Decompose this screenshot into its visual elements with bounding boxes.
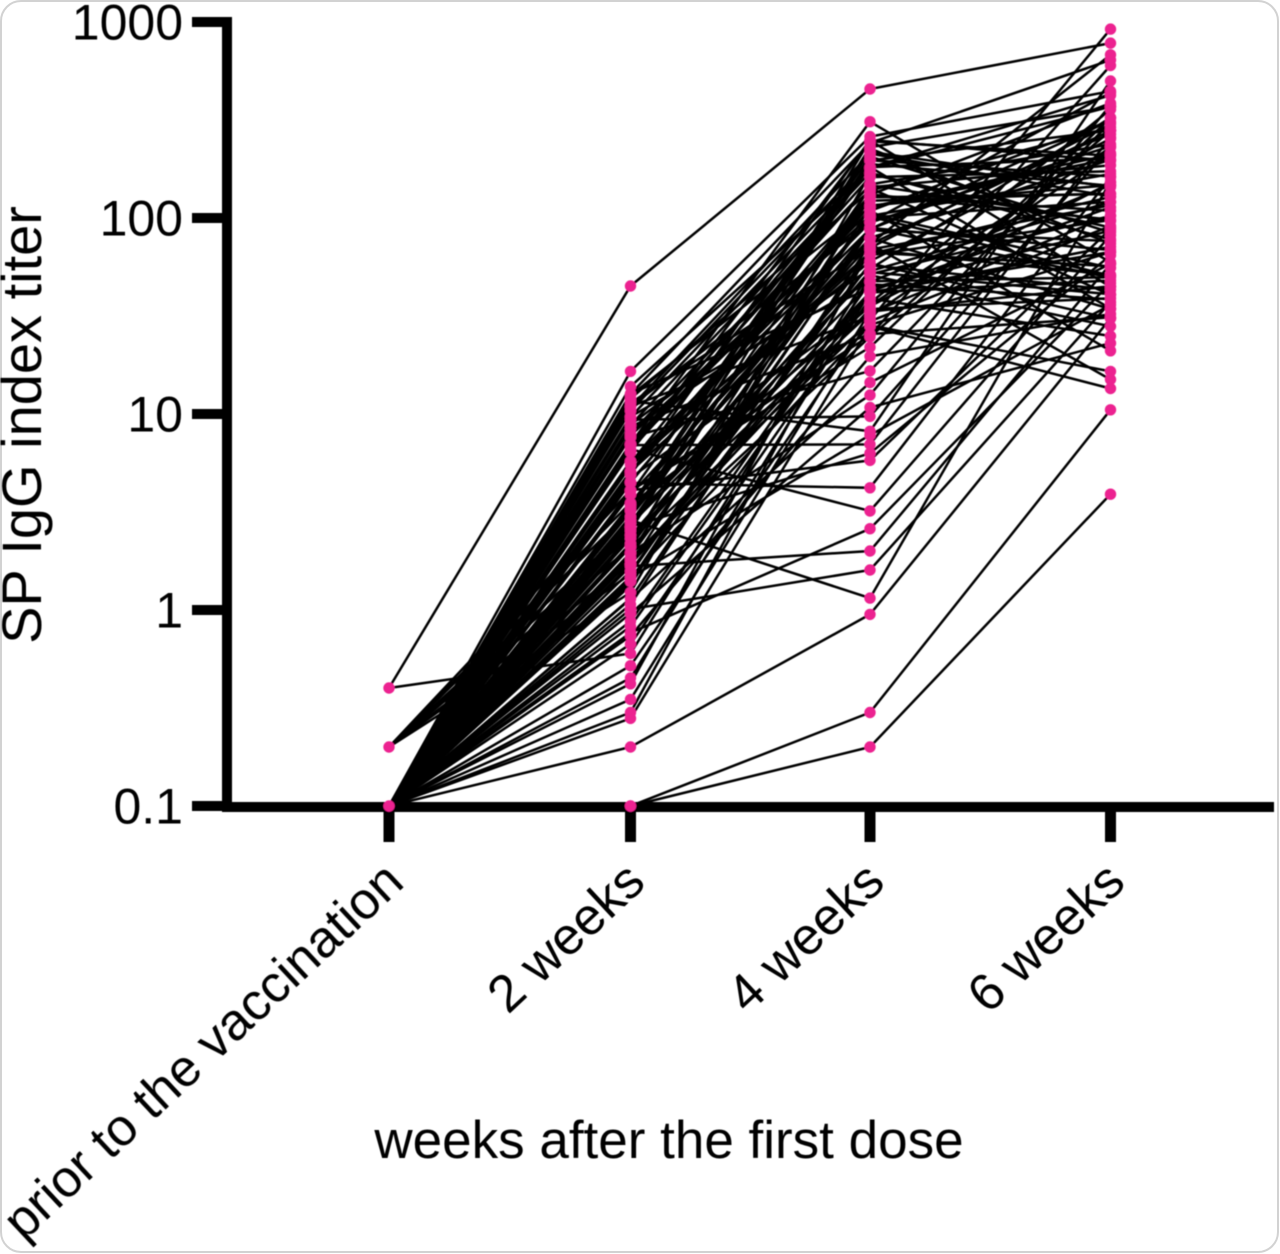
svg-text:weeks after the first dose: weeks after the first dose: [373, 1111, 963, 1170]
svg-text:1000: 1000: [72, 0, 183, 51]
svg-text:SP IgG index titer: SP IgG index titer: [0, 206, 53, 644]
svg-text:10: 10: [127, 387, 183, 443]
svg-text:100: 100: [100, 191, 183, 247]
svg-text:1: 1: [155, 583, 183, 639]
svg-text:0.1: 0.1: [113, 779, 183, 835]
